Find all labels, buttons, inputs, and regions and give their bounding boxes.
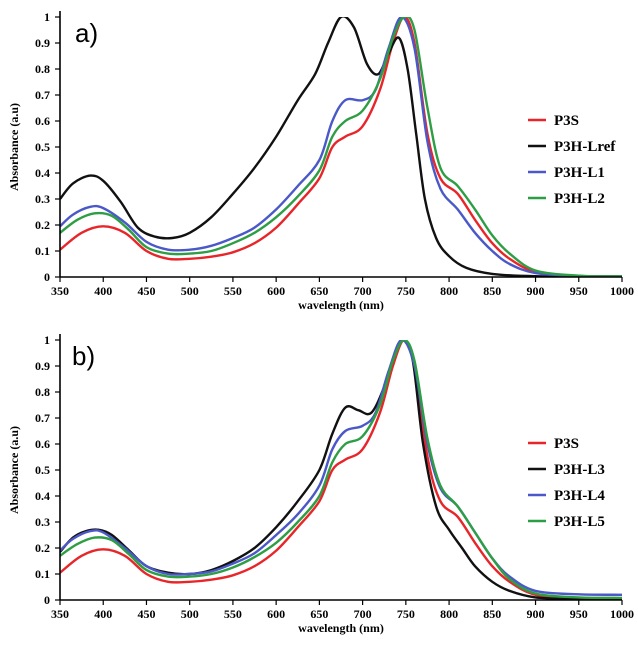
x-tick-label: 1000	[610, 607, 634, 621]
y-tick-label: 0.3	[35, 192, 50, 206]
legend-label-p3h-l1: P3H-L1	[554, 165, 605, 181]
y-tick-label: 0.2	[35, 218, 50, 232]
x-tick-label: 350	[51, 607, 69, 621]
x-tick-label: 500	[181, 607, 199, 621]
series-line-p3s	[60, 17, 622, 277]
x-tick-label: 500	[181, 284, 199, 298]
legend-label-p3h-l2: P3H-L2	[554, 191, 605, 207]
x-tick-label: 350	[51, 284, 69, 298]
series-line-p3h-lref	[60, 17, 622, 277]
x-tick-label: 900	[527, 607, 545, 621]
x-axis-label: wavelength (nm)	[298, 621, 384, 635]
x-tick-label: 900	[527, 284, 545, 298]
x-tick-label: 800	[440, 607, 458, 621]
x-tick-label: 950	[570, 284, 588, 298]
x-tick-label: 550	[224, 284, 242, 298]
legend-label-p3s: P3S	[554, 113, 579, 129]
series-line-p3h-l2	[60, 17, 622, 277]
x-tick-label: 750	[397, 607, 415, 621]
y-tick-label: 0.4	[35, 166, 50, 180]
chart-panel-1: 350 400 450 500 550 600 650 700 750 800 850 900 950 1…	[7, 10, 634, 312]
y-tick-label: 1	[44, 10, 50, 24]
x-tick-label: 950	[570, 607, 588, 621]
x-axis-label: wavelength (nm)	[298, 298, 384, 312]
x-tick-label: 700	[354, 284, 372, 298]
y-tick-label: 0.7	[35, 88, 50, 102]
y-tick-label: 0.5	[35, 140, 50, 154]
y-axis-label: Absorbance (a.u)	[7, 103, 21, 191]
x-tick-label: 600	[267, 284, 285, 298]
x-tick-label: 750	[397, 284, 415, 298]
x-tick-label: 1000	[610, 284, 634, 298]
panel-label: b)	[72, 341, 95, 371]
y-tick-label: 0.3	[35, 515, 50, 529]
y-tick-label: 0.1	[35, 567, 50, 581]
series-line-p3s	[60, 340, 622, 600]
y-tick-label: 0.9	[35, 36, 50, 50]
panel-label: a)	[75, 18, 98, 48]
y-tick-label: 0.7	[35, 411, 50, 425]
legend-label-p3s: P3S	[554, 436, 579, 452]
y-tick-label: 0	[44, 593, 50, 607]
y-tick-label: 0.1	[35, 244, 50, 258]
x-tick-label: 400	[94, 607, 112, 621]
y-tick-label: 0	[44, 270, 50, 284]
y-tick-label: 0.2	[35, 541, 50, 555]
x-tick-label: 700	[354, 607, 372, 621]
y-axis-label: Absorbance (a.u)	[7, 426, 21, 514]
series-line-p3h-l5	[60, 340, 622, 600]
y-tick-label: 1	[44, 333, 50, 347]
x-tick-label: 600	[267, 607, 285, 621]
legend-label-p3h-l5: P3H-L5	[554, 514, 605, 530]
chart-panel-2: 350 400 450 500 550 600 650 700 750 800 850 900 950 1…	[7, 333, 634, 635]
x-tick-label: 550	[224, 607, 242, 621]
x-tick-label: 850	[483, 607, 501, 621]
series-line-p3h-l4	[60, 340, 622, 596]
legend: P3S P3H-Lref P3H-L1 P3H-L2	[528, 113, 616, 207]
series-lines	[60, 340, 622, 600]
x-tick-label: 450	[137, 284, 155, 298]
x-tick-label: 650	[310, 284, 328, 298]
legend-label-p3h-l3: P3H-L3	[554, 462, 605, 478]
y-tick-label: 0.4	[35, 489, 50, 503]
series-lines	[60, 17, 622, 277]
legend: P3S P3H-L3 P3H-L4 P3H-L5	[528, 436, 605, 530]
series-line-p3h-l1	[60, 17, 622, 277]
x-tick-label: 450	[137, 607, 155, 621]
legend-label-p3h-lref: P3H-Lref	[554, 139, 616, 155]
x-tick-label: 650	[310, 607, 328, 621]
y-tick-label: 0.6	[35, 114, 50, 128]
x-tick-label: 850	[483, 284, 501, 298]
y-tick-label: 0.8	[35, 62, 50, 76]
x-tick-label: 400	[94, 284, 112, 298]
x-tick-label: 800	[440, 284, 458, 298]
y-tick-label: 0.9	[35, 359, 50, 373]
y-tick-label: 0.6	[35, 437, 50, 451]
legend-label-p3h-l4: P3H-L4	[554, 488, 605, 504]
y-tick-label: 0.8	[35, 385, 50, 399]
y-tick-label: 0.5	[35, 463, 50, 477]
